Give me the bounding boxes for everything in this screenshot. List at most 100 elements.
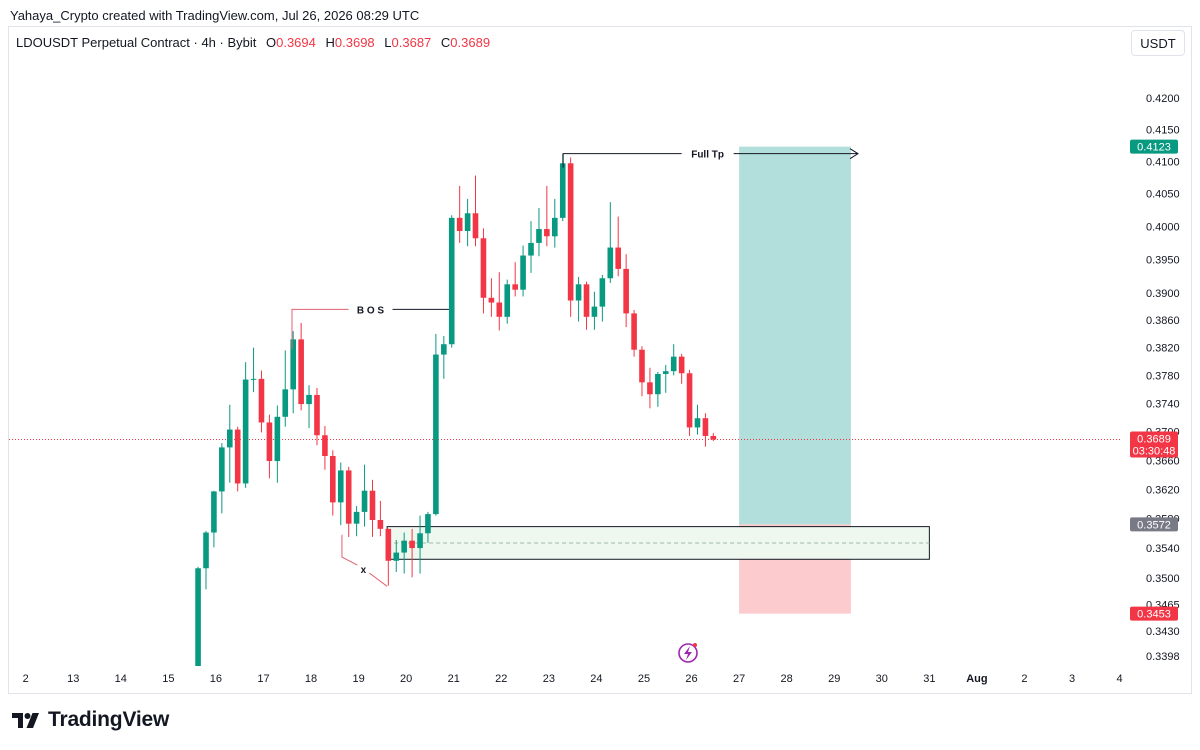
candle-body <box>290 339 296 390</box>
ohlc-open-label: O <box>265 35 277 50</box>
candle-body <box>528 242 534 256</box>
candle-body <box>599 278 606 307</box>
candle-body <box>488 297 495 303</box>
candle-body <box>337 470 344 503</box>
y-tick-label: 0.3398 <box>1146 651 1180 663</box>
candle-body <box>234 429 241 484</box>
ohlc-low-value: 0.3687 <box>391 35 432 50</box>
x-tick-label: 18 <box>305 673 317 685</box>
candles-group <box>195 153 717 666</box>
candle-body <box>496 302 503 317</box>
candle-body <box>678 356 685 374</box>
x-tick-label: 2 <box>1021 673 1027 685</box>
ohlc-close-value: 0.3689 <box>450 35 491 50</box>
x-tick-label: 2 <box>23 673 29 685</box>
tp-line-left <box>562 153 682 168</box>
candle-body <box>314 394 320 436</box>
candle-body <box>211 491 217 533</box>
candle-body <box>639 349 645 383</box>
candle-body <box>710 435 717 440</box>
tradingview-logo[interactable]: TradingView <box>12 708 169 732</box>
y-tick-label: 0.3780 <box>1146 370 1180 382</box>
price-tag-label: 0.3572 <box>1137 519 1171 531</box>
price-tag-bg <box>1130 139 1178 154</box>
ohlc-high-value: 0.3698 <box>334 35 375 50</box>
candle-body <box>456 217 463 232</box>
candle-body <box>353 511 360 524</box>
candle-body <box>504 284 511 317</box>
ohlc-close-label: C <box>440 35 451 50</box>
x-tick-label: 20 <box>400 673 412 685</box>
y-tick-label: 0.3900 <box>1146 288 1180 300</box>
lightning-icon-bolt <box>684 646 692 660</box>
sweep-line-left <box>341 534 358 566</box>
y-tick-label: 0.3620 <box>1146 484 1180 496</box>
x-tick-label: 22 <box>495 673 507 685</box>
candle-body <box>615 247 622 269</box>
currency-button[interactable]: USDT <box>1131 30 1185 56</box>
x-tick-label: 19 <box>352 673 364 685</box>
candle-body <box>647 382 653 395</box>
x-tick-label: 14 <box>115 673 127 685</box>
x-tick-label: 13 <box>67 673 79 685</box>
credit-line: Yahaya_Crypto created with TradingView.c… <box>10 8 420 23</box>
y-tick-label: 0.4000 <box>1146 221 1180 233</box>
y-tick-label: 0.3950 <box>1146 255 1180 267</box>
x-tick-label: 27 <box>733 673 745 685</box>
y-tick-label: 0.3540 <box>1146 543 1180 555</box>
candle-body <box>298 339 304 405</box>
y-tick-label: 0.3820 <box>1146 343 1180 355</box>
price-tag-bg <box>1130 606 1178 621</box>
candle-body <box>472 213 479 239</box>
candle-body <box>662 371 669 374</box>
candle-body <box>377 519 384 529</box>
x-tick-label: 29 <box>828 673 840 685</box>
demand-zone <box>386 526 930 560</box>
symbol-legend: LDOUSDT Perpetual Contract · 4h · Bybit … <box>16 35 490 50</box>
x-tick-label: 28 <box>781 673 793 685</box>
tp-label: Full Tp <box>691 150 724 161</box>
candle-body <box>441 344 447 355</box>
candle-body <box>686 373 693 428</box>
candle-body <box>345 470 352 524</box>
tradingview-logo-icon <box>12 713 39 728</box>
countdown-label: 03:30:48 <box>1133 446 1176 458</box>
x-tick-label: 17 <box>257 673 269 685</box>
x-tick-label: Aug <box>966 673 987 685</box>
lightning-icon-dot <box>693 643 697 647</box>
x-tick-label: 25 <box>638 673 650 685</box>
x-tick-label: 26 <box>685 673 697 685</box>
candle-body <box>583 284 590 317</box>
candle-body <box>591 306 598 317</box>
chart-border-top <box>8 26 1192 27</box>
price-tag-label: 0.3453 <box>1137 609 1171 621</box>
price-tag-bg <box>1130 517 1178 532</box>
candle-body <box>401 540 407 553</box>
candle-body <box>559 163 566 218</box>
target-zone <box>739 146 851 525</box>
candle-body <box>448 217 455 345</box>
y-tick-label: 0.3860 <box>1146 315 1180 327</box>
ohlc-low-label: L <box>384 35 392 50</box>
tp-arrow-head <box>849 148 859 160</box>
price-tag-bg <box>1130 431 1178 458</box>
sweep-label: x <box>361 565 367 576</box>
candle-body <box>322 435 328 457</box>
ohlc-high-label: H <box>325 35 335 50</box>
y-tick-label: 0.4200 <box>1146 93 1180 105</box>
candle-body <box>512 284 518 290</box>
candle-body <box>433 354 439 515</box>
candle-body <box>425 514 431 534</box>
symbol-title: LDOUSDT Perpetual Contract · 4h · Bybit <box>16 35 257 50</box>
candle-body <box>417 533 423 549</box>
candle-body <box>282 389 289 417</box>
candle-body <box>567 163 574 301</box>
candle-body <box>306 394 312 405</box>
candle-body <box>258 378 265 423</box>
x-tick-label: 3 <box>1069 673 1075 685</box>
candle-body <box>242 379 249 484</box>
x-tick-label: 24 <box>590 673 602 685</box>
